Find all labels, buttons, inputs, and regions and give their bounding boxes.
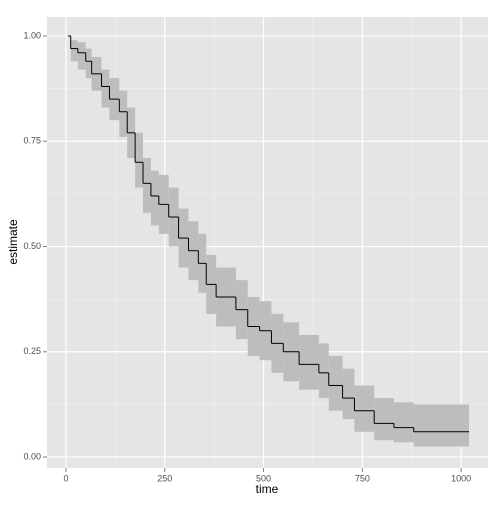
- x-tick-label: 250: [157, 473, 172, 483]
- confidence-band: [77, 42, 86, 70]
- y-tick-label: 0.50: [23, 241, 41, 251]
- confidence-band: [85, 48, 92, 79]
- confidence-band: [393, 402, 414, 443]
- confidence-band: [413, 404, 470, 447]
- confidence-band: [354, 385, 375, 432]
- x-tick-label: 0: [63, 473, 68, 483]
- confidence-band: [119, 90, 128, 138]
- x-tick-label: 750: [355, 473, 370, 483]
- confidence-band: [374, 398, 394, 441]
- confidence-band: [135, 132, 144, 188]
- y-tick-label: 0.00: [23, 451, 41, 461]
- x-axis-label: time: [256, 482, 279, 496]
- x-tick-label: 500: [256, 473, 271, 483]
- confidence-band: [143, 158, 151, 213]
- confidence-band: [342, 368, 355, 420]
- y-axis-label: estimate: [6, 219, 20, 265]
- x-tick-label: 1000: [451, 473, 471, 483]
- confidence-band: [328, 355, 343, 411]
- y-tick-label: 0.25: [23, 346, 41, 356]
- confidence-band: [70, 40, 78, 62]
- y-tick-label: 1.00: [23, 30, 41, 40]
- y-tick-label: 0.75: [23, 136, 41, 146]
- confidence-band: [150, 170, 159, 226]
- confidence-band: [299, 334, 319, 390]
- confidence-band: [101, 69, 110, 108]
- confidence-band: [318, 343, 329, 399]
